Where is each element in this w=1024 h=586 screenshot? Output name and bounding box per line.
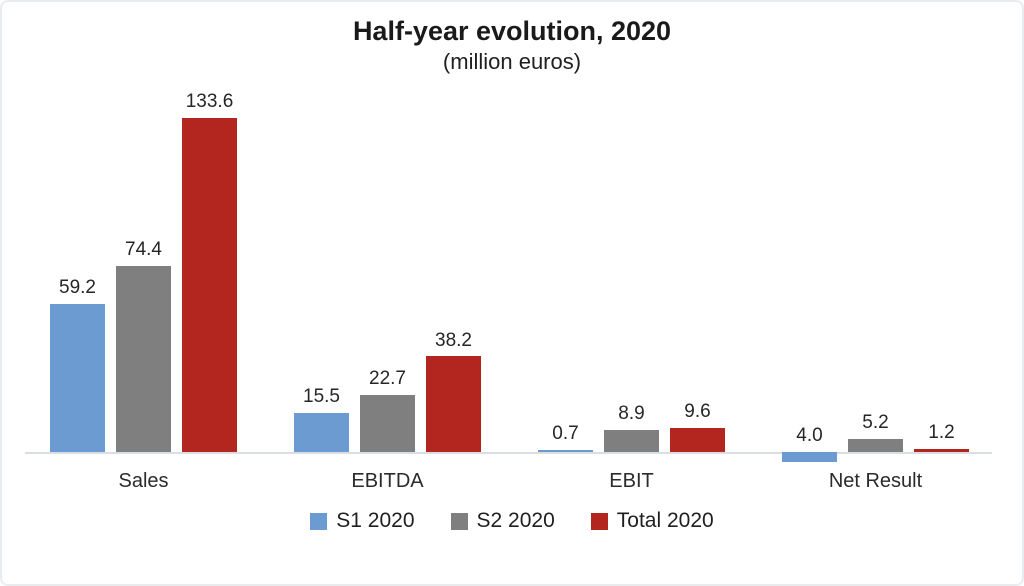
data-label-s2-2020-net-result: 5.2 [862,412,889,433]
legend-label: Total 2020 [616,509,714,532]
bar-group-sales: 59.2 74.4 133.6 [50,91,237,464]
data-label-s1-2020-net-result: 4.0 [796,425,823,446]
plot-area: 59.2 74.4 133.6 15.5 22.7 38.2 0.7 8.9 9.6 4.0 5.2… [25,91,992,464]
bar-total-2020-ebit [670,428,725,452]
bar-group-ebit: 0.7 8.9 9.6 [538,118,725,464]
category-axis: Sales EBITDA EBIT Net Result [50,470,969,493]
data-label-s1-2020-ebit: 0.7 [552,423,579,445]
plot-groups: 59.2 74.4 133.6 15.5 22.7 38.2 0.7 8.9 9.6 4.0 5.2… [50,91,969,464]
legend-swatch-icon [590,512,608,530]
bar-s1-2020-ebit [538,450,593,452]
bar-total-2020-ebitda [426,356,481,452]
category-label-net-result: Net Result [828,470,923,492]
legend-swatch-icon [310,512,328,530]
chart-title: Half-year evolution, 2020 [352,16,672,46]
legend: S1 2020 S2 2020 Total 2020 [2,509,1022,533]
data-label-total-2020-sales: 133.6 [185,91,234,112]
bar-total-2020-net-result [914,449,969,452]
data-label-total-2020-ebitda: 38.2 [435,329,472,351]
chart-header: Half-year evolution, 2020 (million euros… [2,2,1022,76]
category-label-ebitda: EBITDA [351,470,424,492]
data-label-s1-2020-sales: 59.2 [59,277,96,298]
bar-s2-2020-net-result [848,439,903,452]
bar-s2-2020-sales [116,266,171,452]
bar-group-net-result: 4.0 5.2 1.2 [782,118,969,464]
bar-group-ebitda: 15.5 22.7 38.2 [294,118,481,464]
category-label-sales: Sales [118,470,169,492]
bar-s1-2020-sales [50,304,105,452]
data-label-s2-2020-sales: 74.4 [125,239,162,260]
data-label-s2-2020-ebitda: 22.7 [369,368,406,390]
bar-s1-2020-ebitda [294,413,349,452]
data-label-total-2020-net-result: 1.2 [928,422,955,443]
data-label-total-2020-ebit: 9.6 [684,401,711,422]
data-label-s1-2020-ebitda: 15.5 [303,386,340,408]
legend-item-total-2020: Total 2020 [590,509,714,533]
chart-subtitle: (million euros) [442,49,582,74]
legend-label: S2 2020 [476,509,555,532]
bar-total-2020-sales [182,118,237,452]
legend-swatch-icon [450,512,468,530]
legend-label: S1 2020 [336,509,415,532]
category-label-ebit: EBIT [609,470,654,492]
bar-s1-2020-net-result [782,452,837,462]
legend-item-s2-2020: S2 2020 [450,509,555,533]
bar-s2-2020-ebitda [360,395,415,452]
data-label-s2-2020-ebit: 8.9 [618,402,645,424]
legend-item-s1-2020: S1 2020 [310,509,415,533]
bar-s2-2020-ebit [604,430,659,452]
x-axis-line [25,452,992,454]
